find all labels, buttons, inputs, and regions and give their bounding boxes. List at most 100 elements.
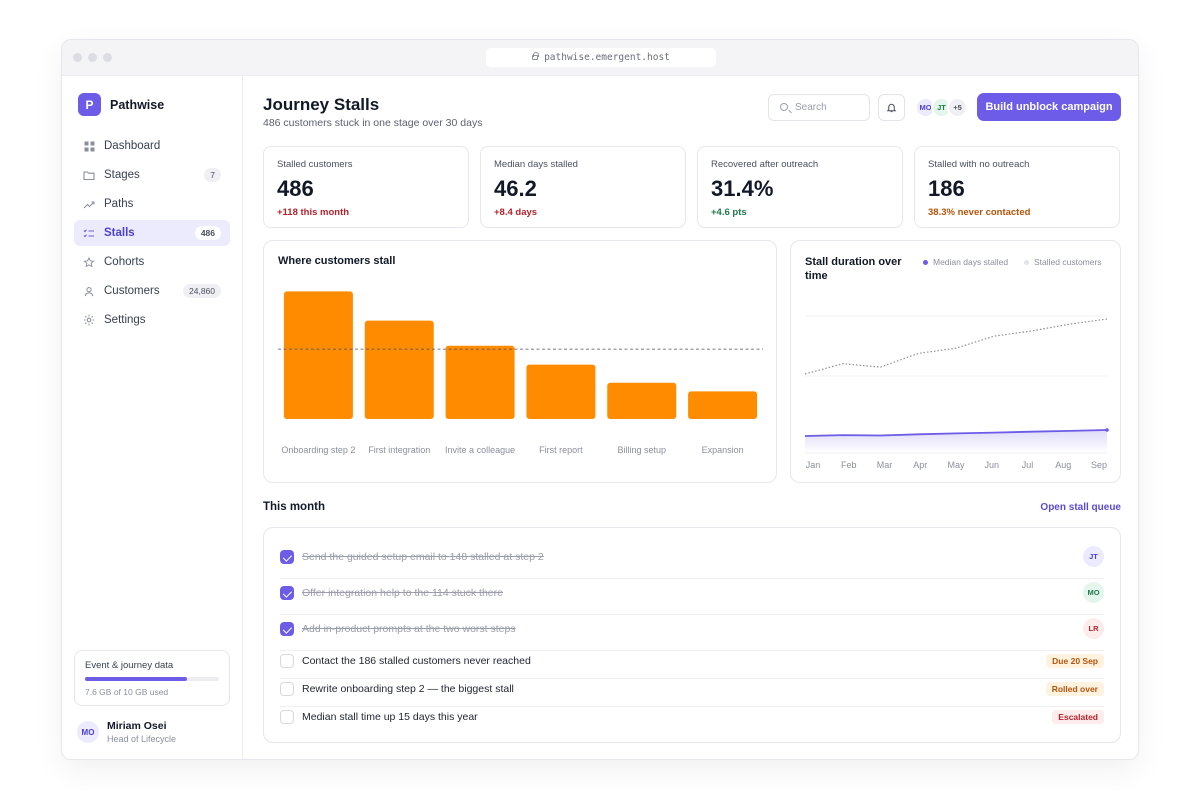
sidebar-item-label: Customers — [104, 285, 160, 297]
bar-category-label: Onboarding step 2 — [281, 445, 355, 455]
bar-category-label: First report — [539, 445, 583, 455]
task-row[interactable]: Median stall time up 15 days this year Es… — [280, 707, 1104, 735]
search-input[interactable]: Search — [768, 94, 870, 121]
x-tick-label: May — [947, 460, 965, 470]
user-profile[interactable]: MO Miriam Osei Head of Lifecycle — [77, 720, 176, 744]
sidebar-item-paths[interactable]: Paths — [74, 191, 230, 217]
stats-row: Stalled customers 486 +118 this month Media… — [263, 146, 1121, 228]
bar[interactable] — [364, 320, 434, 419]
brand-logo: P — [78, 93, 101, 116]
sidebar-item-cohorts[interactable]: Cohorts — [74, 249, 230, 275]
sidebar-item-label: Paths — [104, 198, 134, 210]
task-checkbox[interactable] — [280, 550, 294, 564]
storage-bar — [85, 677, 219, 681]
sidebar-item-customers[interactable]: Customers 24,860 — [74, 278, 230, 304]
task-text: Add in-product prompts at the two worst … — [302, 623, 516, 635]
sidebar-item-label: Cohorts — [104, 256, 145, 268]
open-stall-queue-link[interactable]: Open stall queue — [1040, 502, 1121, 513]
x-tick-label: Mar — [877, 460, 893, 470]
status-badge: Rolled over — [1045, 682, 1104, 696]
stat-value: 31.4% — [711, 176, 774, 201]
brand-name: Pathwise — [110, 97, 165, 112]
stat-card: Recovered after outreach 31.4% +4.6 pts — [697, 146, 903, 228]
sidebar-item-settings[interactable]: Settings — [74, 307, 230, 333]
line-series-median — [804, 429, 1108, 437]
task-checkbox[interactable] — [280, 682, 294, 696]
task-row[interactable]: Contact the 186 stalled customers never … — [280, 651, 1104, 679]
grid-icon — [83, 140, 95, 152]
sidebar-item-stalls[interactable]: Stalls 486 — [74, 220, 230, 246]
stat-delta: 38.3% never contacted — [928, 207, 1031, 218]
status-badge: Escalated — [1052, 710, 1104, 724]
line-chart-title: Stall duration over time — [805, 256, 902, 282]
window-maximize-dot[interactable] — [103, 53, 112, 62]
stat-label: Stalled with no outreach — [928, 159, 1030, 170]
stat-value: 486 — [277, 176, 314, 201]
task-checkbox[interactable] — [280, 654, 294, 668]
sidebar-item-dashboard[interactable]: Dashboard — [74, 133, 230, 159]
sidebar-item-label: Stages — [104, 169, 140, 181]
bar[interactable] — [283, 291, 353, 419]
checklist-icon — [83, 227, 95, 239]
stat-label: Median days stalled — [494, 159, 578, 170]
storage-title: Event & journey data — [85, 660, 174, 671]
sidebar-item-label: Settings — [104, 314, 146, 326]
bar-chart: Onboarding step 2 First integration Invite… — [278, 291, 763, 455]
avatar: LR — [1083, 618, 1104, 639]
bar-category-label: First integration — [368, 445, 430, 455]
task-row[interactable]: Add in-product prompts at the two worst … — [280, 615, 1104, 651]
x-tick-label: Sep — [1091, 460, 1107, 470]
storage-card: Event & journey data 7.6 GB of 10 GB use… — [74, 650, 230, 706]
avatar[interactable]: +5 — [947, 97, 968, 118]
search-icon — [780, 103, 788, 111]
folder-icon — [83, 169, 95, 181]
x-tick-label: Jun — [984, 460, 999, 470]
task-checkbox[interactable] — [280, 710, 294, 724]
team-avatars[interactable]: MO JT +5 — [915, 97, 968, 118]
stat-value: 46.2 — [494, 176, 537, 201]
legend-dot-stalled — [1024, 260, 1029, 265]
task-row[interactable]: Send the guided setup email to 148 stall… — [280, 543, 1104, 579]
tasks-title: This month — [263, 501, 325, 513]
avatar: MO — [77, 721, 99, 743]
stat-card: Stalled with no outreach 186 38.3% never c… — [914, 146, 1120, 228]
user-role: Head of Lifecycle — [107, 734, 177, 744]
task-checkbox[interactable] — [280, 586, 294, 600]
x-tick-label: Apr — [913, 460, 927, 470]
bar-category-label: Expansion — [702, 445, 744, 455]
bar-category-label: Billing setup — [617, 445, 666, 455]
brand[interactable]: P Pathwise — [78, 93, 164, 116]
stat-label: Recovered after outreach — [711, 159, 819, 170]
notifications-button[interactable] — [878, 94, 905, 121]
window-minimize-dot[interactable] — [88, 53, 97, 62]
star-icon — [83, 256, 95, 268]
task-checkbox[interactable] — [280, 622, 294, 636]
task-row[interactable]: Rewrite onboarding step 2 — the biggest … — [280, 679, 1104, 707]
bar[interactable] — [688, 391, 758, 419]
page-subtitle: 486 customers stuck in one stage over 30… — [263, 117, 483, 129]
task-text: Median stall time up 15 days this year — [302, 711, 478, 723]
window-close-dot[interactable] — [73, 53, 82, 62]
task-text: Contact the 186 stalled customers never … — [302, 655, 531, 667]
avatar[interactable]: JT — [931, 97, 952, 118]
bar[interactable] — [526, 364, 596, 419]
stat-card: Median days stalled 46.2 +8.4 days — [480, 146, 686, 228]
address-bar[interactable]: pathwise.emergent.host — [486, 48, 716, 67]
bar[interactable] — [607, 382, 677, 419]
stat-value: 186 — [928, 176, 965, 201]
task-text: Offer integration help to the 114 stuck … — [302, 587, 503, 599]
stat-delta: +118 this month — [277, 207, 350, 218]
build-campaign-button[interactable]: Build unblock campaign — [977, 93, 1121, 121]
bar-category-label: Invite a colleague — [445, 445, 515, 455]
sidebar-item-stages[interactable]: Stages 7 — [74, 162, 230, 188]
person-icon — [83, 285, 95, 297]
legend-label-median: Median days stalled — [933, 257, 1009, 267]
sidebar-item-label: Stalls — [104, 227, 135, 239]
task-text: Rewrite onboarding step 2 — the biggest … — [302, 683, 514, 695]
bar[interactable] — [445, 345, 515, 419]
line-point — [1105, 428, 1109, 432]
gear-icon — [83, 314, 95, 326]
task-row[interactable]: Offer integration help to the 114 stuck … — [280, 579, 1104, 615]
legend-label-stalled: Stalled customers — [1034, 257, 1102, 267]
user-name: Miriam Osei — [107, 720, 167, 732]
